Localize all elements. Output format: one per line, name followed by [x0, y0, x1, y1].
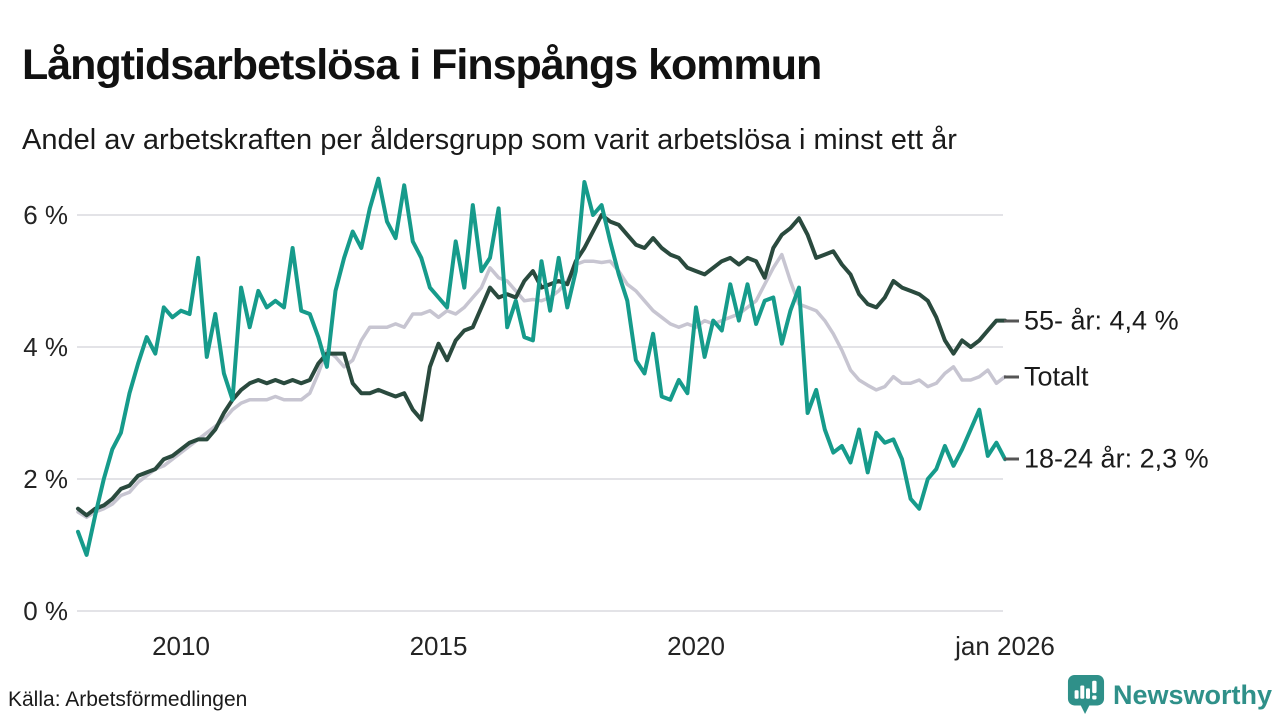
series-end-label-55-r: 55- år: 4,4 %	[1004, 305, 1179, 336]
series-end-label-text: 55- år: 4,4 %	[1024, 305, 1179, 336]
series-end-label-text: 18-24 år: 2,3 %	[1024, 443, 1209, 474]
label-connector-dash	[1004, 457, 1019, 461]
page-subtitle: Andel av arbetskraften per åldersgrupp s…	[22, 124, 957, 156]
y-axis-tick-label: 4 %	[23, 332, 68, 362]
newsworthy-logo[interactable]: Newsworthy	[1067, 674, 1272, 716]
x-axis-tick-label: 2010	[152, 631, 210, 661]
newsworthy-bubble-chart-icon	[1067, 674, 1105, 716]
label-connector-dash	[1004, 319, 1019, 323]
y-axis-tick-label: 2 %	[23, 464, 68, 494]
series-end-label-18-24-r: 18-24 år: 2,3 %	[1004, 444, 1209, 475]
x-axis-tick-label: jan 2026	[955, 631, 1055, 661]
y-axis-tick-label: 6 %	[23, 200, 68, 230]
page-title: Långtidsarbetslösa i Finspångs kommun	[22, 40, 822, 89]
x-axis-tick-label: 2015	[409, 631, 468, 661]
newsworthy-wordmark: Newsworthy	[1112, 679, 1272, 710]
series-end-label-totalt: Totalt	[1004, 361, 1089, 392]
source-note: Källa: Arbetsförmedlingen	[8, 688, 248, 711]
y-axis-tick-label: 0 %	[23, 596, 68, 626]
label-connector-dash	[1004, 375, 1019, 379]
series-end-label-text: Totalt	[1024, 361, 1089, 392]
x-axis-tick-label: 2020	[667, 631, 725, 661]
